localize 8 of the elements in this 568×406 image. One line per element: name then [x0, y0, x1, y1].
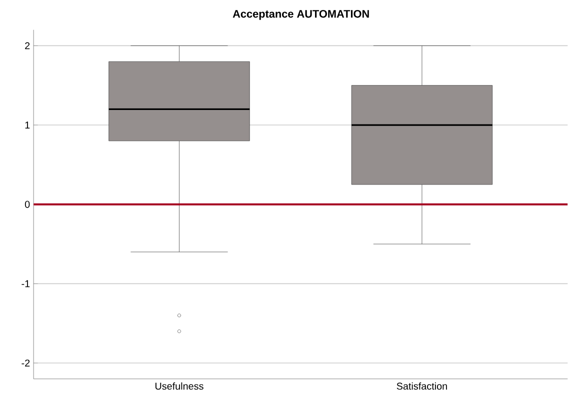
y-tick-label: -1 [22, 280, 30, 288]
x-tick-label: Satisfaction [396, 382, 447, 390]
y-tick-label: 2 [25, 42, 30, 50]
y-tick-label: 0 [24, 200, 30, 208]
y-tick-label: 1 [25, 122, 30, 129]
x-tick-label: Usefulness [155, 382, 204, 390]
chart-title: Acceptance AUTOMATION [232, 10, 369, 20]
y-tick-label: -2 [22, 360, 30, 367]
